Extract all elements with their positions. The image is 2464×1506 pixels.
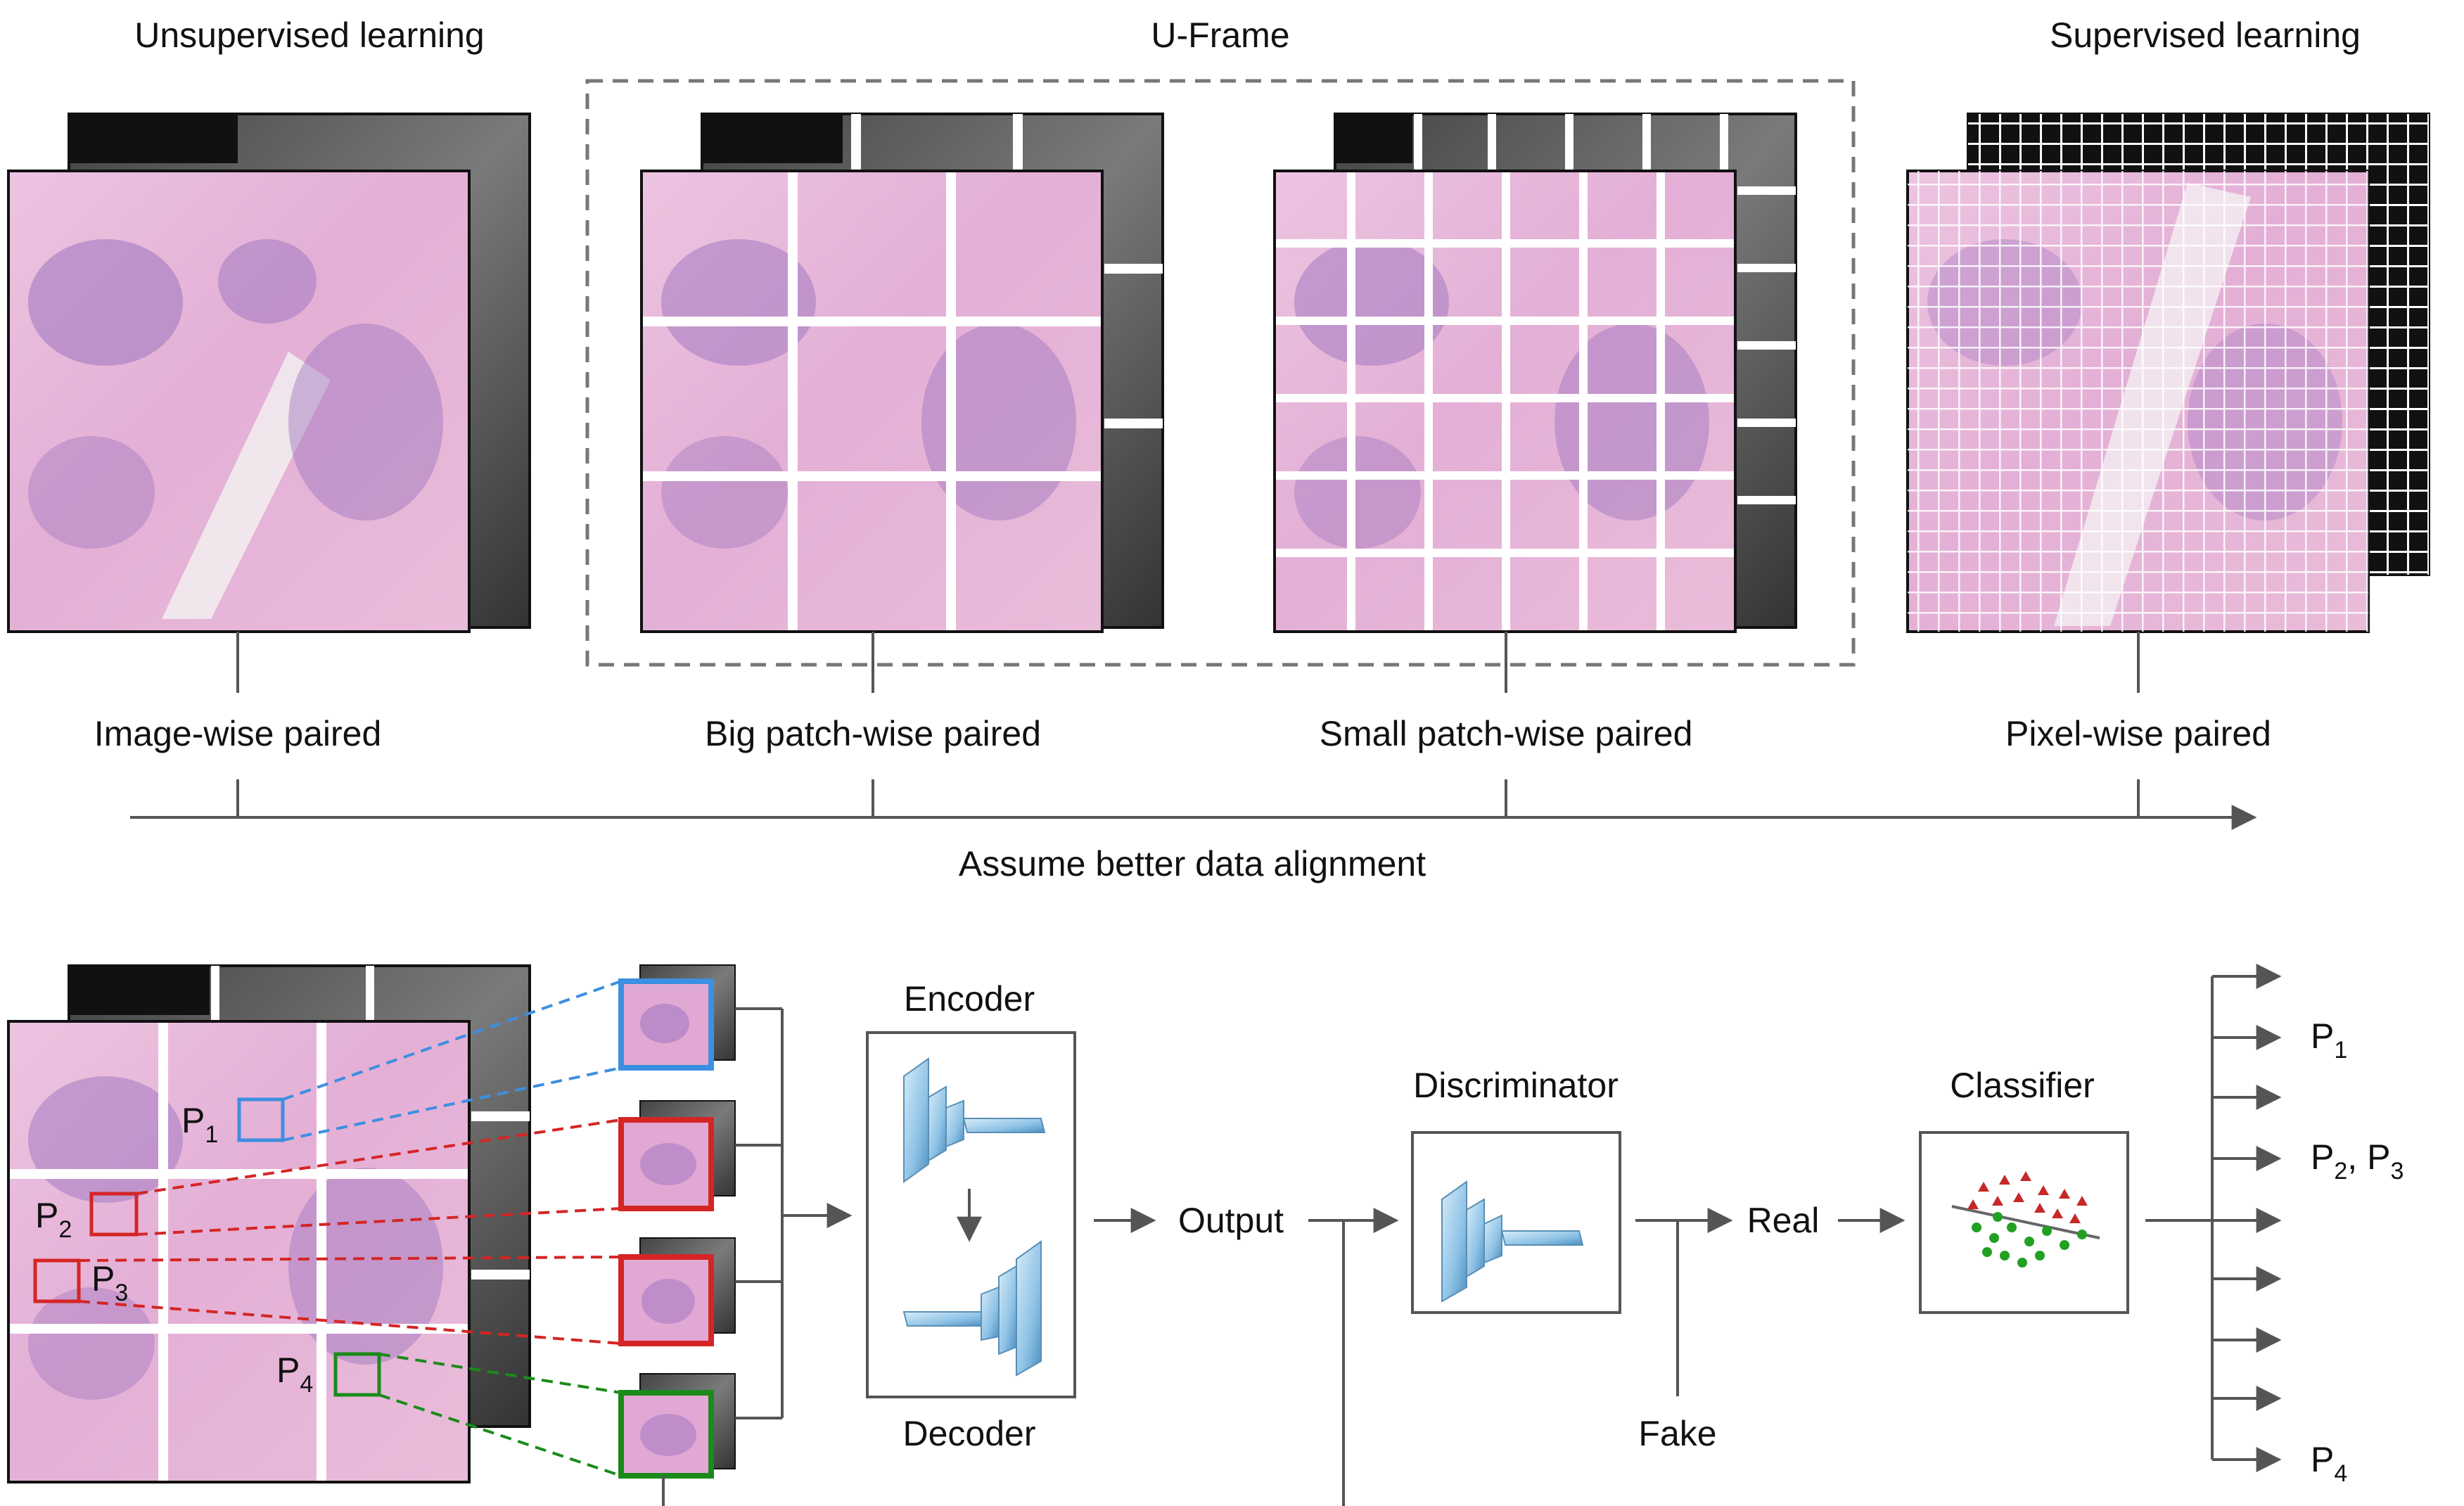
heading-uframe: U-Frame (1151, 15, 1289, 55)
classifier-outputs (2145, 964, 2282, 1472)
result-p2-p3: P2, P3 (2311, 1137, 2404, 1185)
heading-supervised: Supervised learning (2050, 15, 2361, 55)
fake-label: Fake (1638, 1414, 1716, 1453)
discriminator-label: Discriminator (1413, 1066, 1619, 1105)
decoder-block-icon (902, 1240, 1042, 1377)
patch-box-p1 (237, 1097, 285, 1142)
zoom-patch-p2 (618, 1100, 736, 1211)
output-label: Output (1178, 1201, 1284, 1240)
source-image-stack (7, 964, 531, 1483)
result-p1: P1 (2311, 1016, 2347, 1064)
patch-label-p4: P4 (276, 1351, 313, 1398)
classifier-scatter-icon (1951, 1171, 2100, 1268)
patch-box-p4 (333, 1352, 381, 1397)
encoder-label: Encoder (904, 979, 1035, 1019)
patch-label-p1: P1 (181, 1101, 218, 1148)
discriminator-outputs (1635, 1208, 1733, 1396)
label-small-patch: Small patch-wise paired (1320, 714, 1693, 753)
real-label: Real (1747, 1201, 1820, 1240)
patch-connectors (78, 980, 622, 1477)
classifier-label: Classifier (1950, 1066, 2095, 1105)
patch-label-p3: P3 (91, 1259, 128, 1306)
encoder-decoder-box (866, 1031, 1076, 1398)
stems-top (236, 632, 2140, 693)
patch-label-p2: P2 (35, 1196, 72, 1243)
discriminator-block-icon (1441, 1180, 1584, 1303)
patch-box-p3 (33, 1258, 81, 1303)
heading-unsupervised: Unsupervised learning (134, 15, 485, 55)
output-path (662, 1208, 1399, 1506)
zoom-patch-p4 (618, 1373, 736, 1479)
image-stack-big-patch (640, 113, 1164, 633)
uframe-dashed-box (585, 79, 1856, 667)
image-stack-image-wise (7, 113, 531, 633)
zoom-patch-p1 (618, 964, 736, 1071)
alignment-axis (130, 779, 2257, 830)
encoder-block-icon (903, 1057, 1046, 1183)
decoder-label: Decoder (903, 1414, 1036, 1453)
patch-box-p2 (89, 1192, 139, 1237)
result-p4: P4 (2311, 1440, 2347, 1487)
label-image-wise: Image-wise paired (94, 714, 382, 753)
patch-bracket (735, 1007, 853, 1419)
image-stack-small-patch (1273, 113, 1797, 633)
image-stack-pixel-wise (1906, 113, 2430, 633)
label-big-patch: Big patch-wise paired (705, 714, 1041, 753)
zoom-patch-p3 (618, 1237, 736, 1346)
axis-label: Assume better data alignment (959, 844, 1426, 883)
label-pixel-wise: Pixel-wise paired (2005, 714, 2271, 753)
